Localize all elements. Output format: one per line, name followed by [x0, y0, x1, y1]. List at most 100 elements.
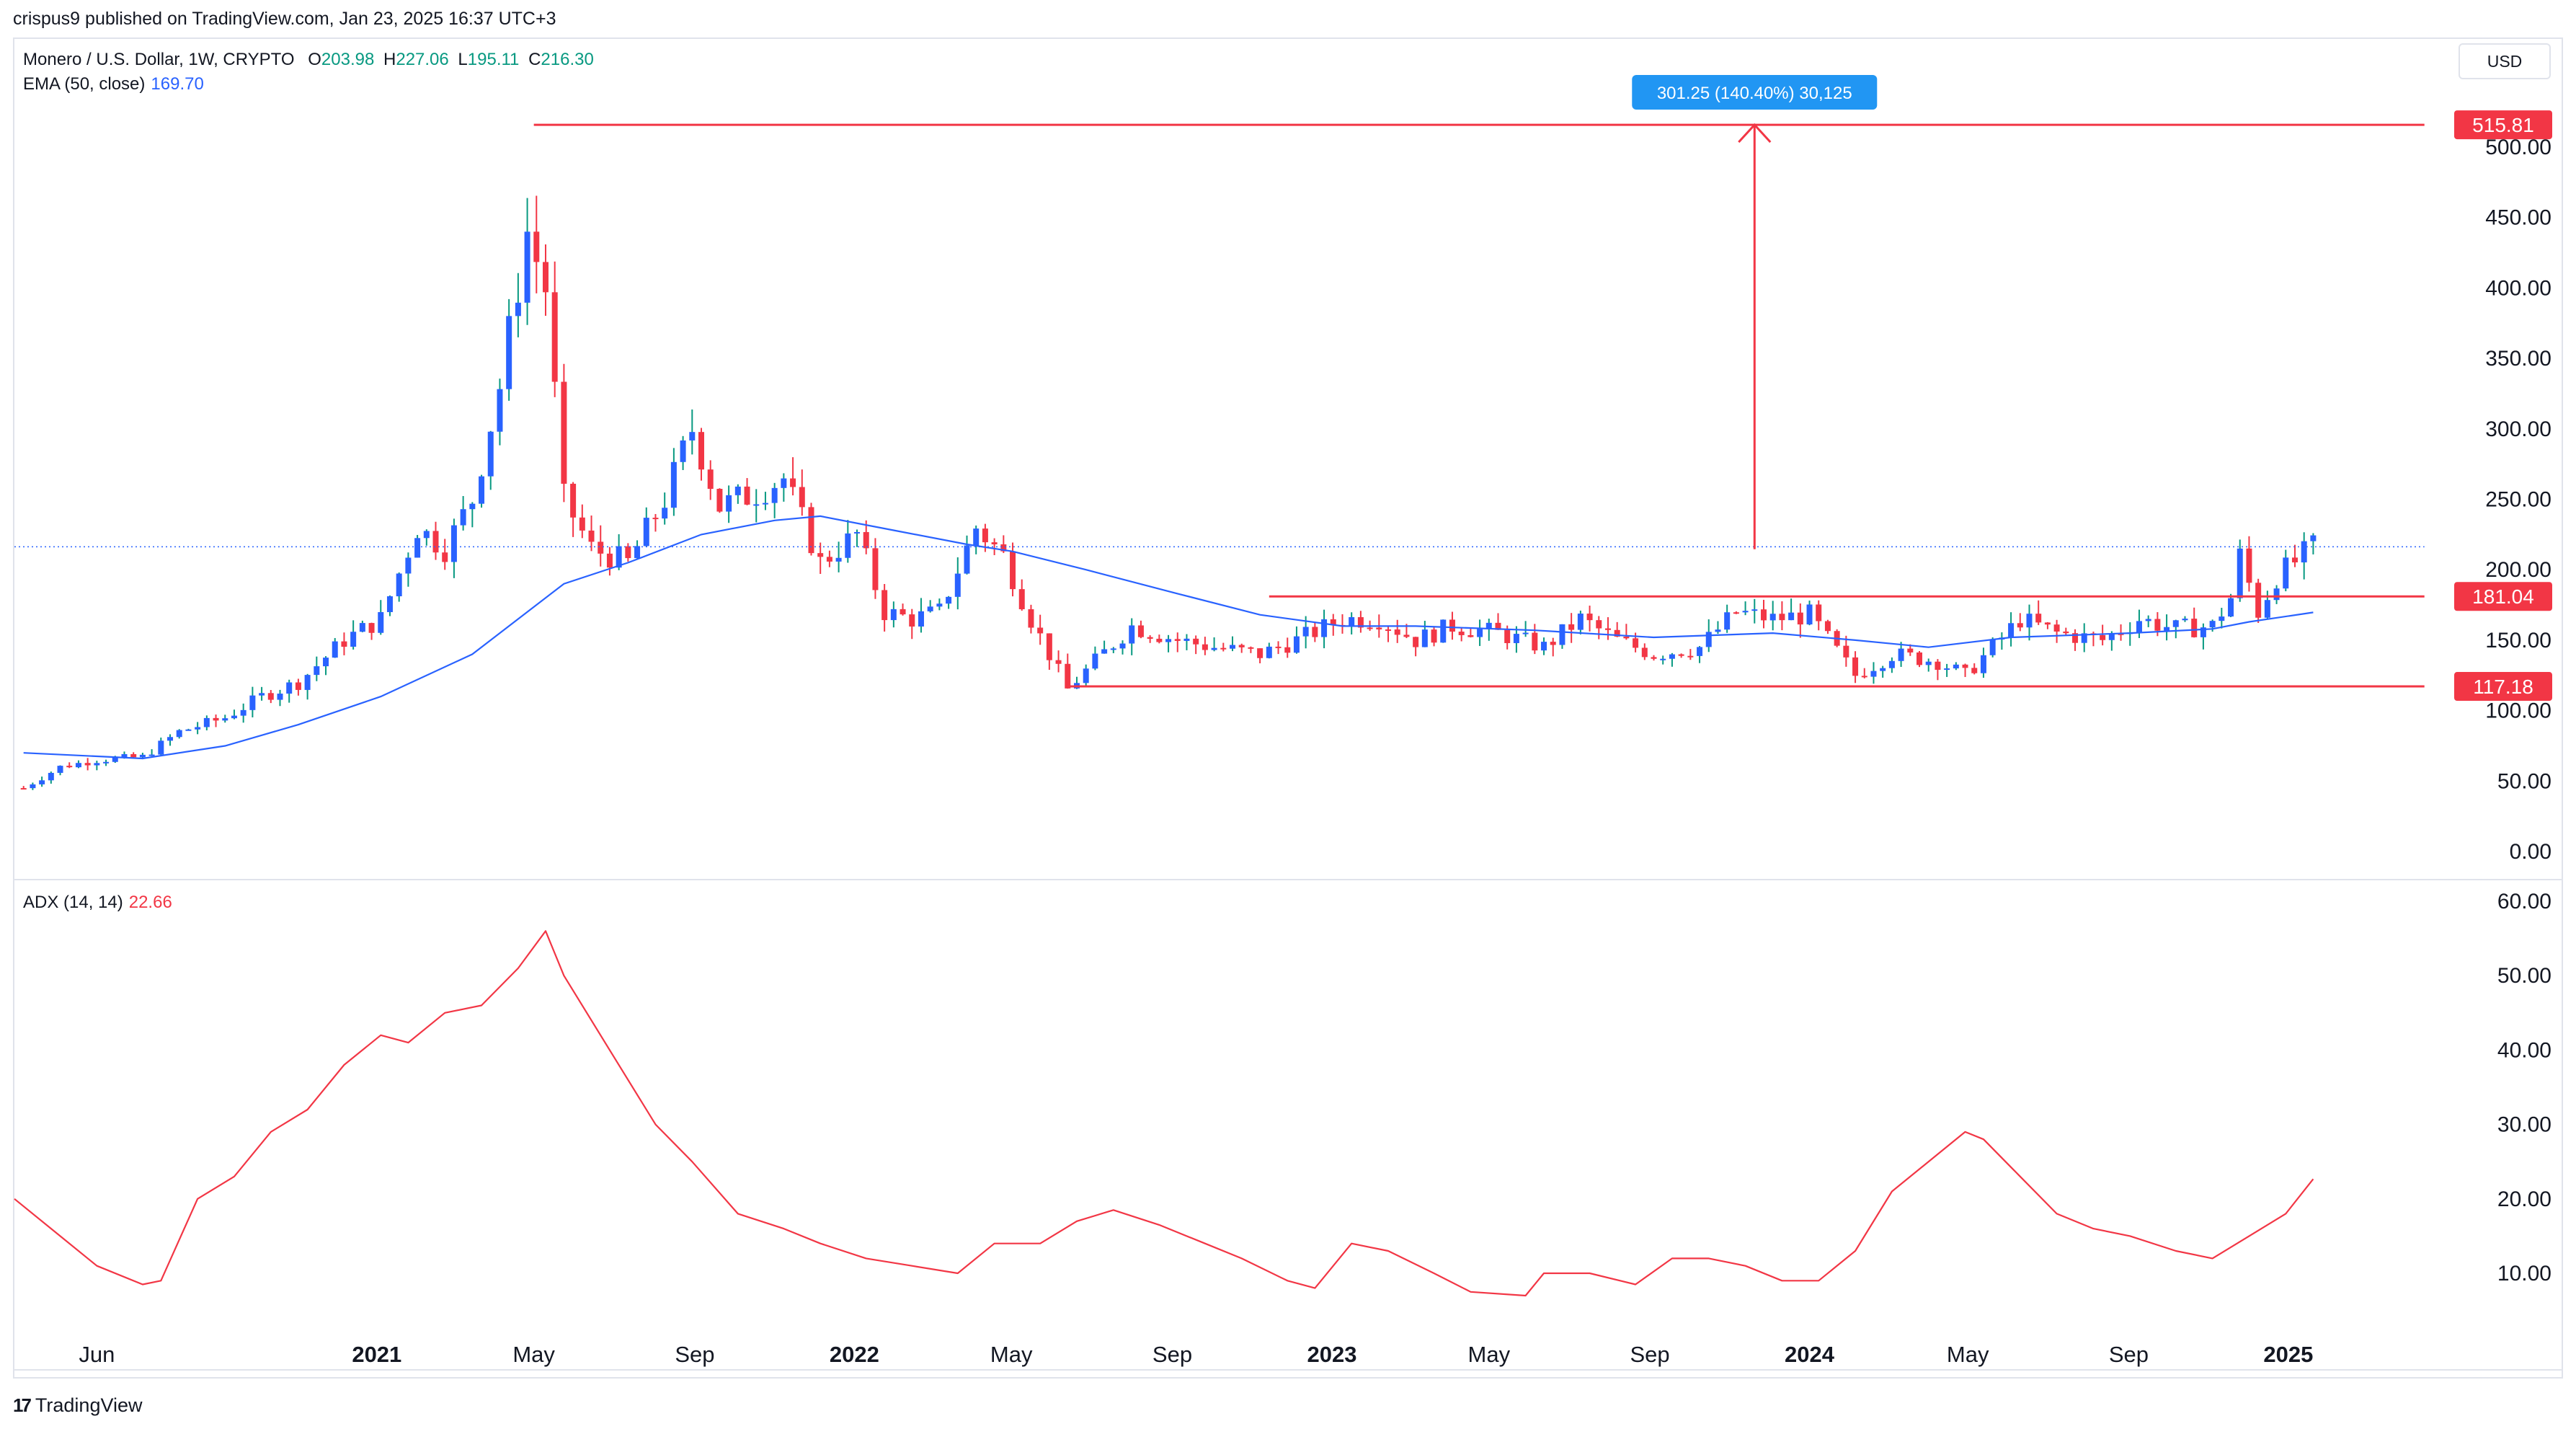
candle-body — [1485, 622, 1492, 629]
level-price-label: 181.04 — [2472, 585, 2534, 608]
candle-body — [368, 623, 375, 633]
candle-body — [1421, 629, 1428, 647]
time-axis-tick: 2025 — [2263, 1342, 2313, 1367]
time-axis-tick: Sep — [2109, 1342, 2149, 1367]
candle-body — [799, 487, 805, 508]
candle-body — [2145, 619, 2151, 621]
candle-body — [1604, 628, 1611, 630]
candle-body — [561, 381, 567, 484]
candle-body — [2026, 614, 2033, 628]
candle-body — [1641, 647, 1648, 658]
candle-body — [506, 316, 512, 389]
candle-body — [1330, 619, 1336, 625]
candle-body — [39, 780, 45, 784]
candle-body — [195, 727, 201, 730]
candle-body — [1532, 632, 1538, 651]
candle-body — [973, 528, 980, 546]
candle-body — [1467, 634, 1474, 637]
candle-body — [1477, 629, 1483, 637]
candle-body — [781, 478, 787, 488]
low-value: 195.11 — [467, 50, 520, 69]
candle-body — [1137, 625, 1144, 637]
candle-body — [432, 531, 439, 553]
symbol-name[interactable]: Monero / U.S. Dollar, 1W, CRYPTO — [23, 50, 295, 69]
candle-body — [1633, 638, 1639, 648]
candle-body — [1083, 668, 1089, 683]
candle-body — [1980, 655, 1986, 673]
candle-body — [909, 614, 915, 627]
candle-body — [1385, 629, 1392, 631]
level-price-tag-117.18 — [2454, 672, 2552, 702]
candle-body — [643, 518, 649, 547]
candle-body — [1458, 632, 1465, 635]
price-axis-tick: 100.00 — [2485, 699, 2551, 723]
candle-body — [277, 694, 283, 700]
candle-body — [2182, 619, 2188, 621]
candle-body — [744, 486, 750, 505]
price-axis-tick: 400.00 — [2485, 276, 2551, 300]
candle-body — [579, 517, 585, 531]
time-axis-tick: May — [512, 1342, 555, 1367]
candle-body — [2053, 624, 2060, 632]
high-label: H — [383, 50, 396, 69]
candle-body — [1660, 658, 1666, 660]
candle-body — [2108, 633, 2115, 640]
candle-body — [222, 718, 228, 721]
candle-body — [1165, 639, 1172, 642]
candle-body — [890, 609, 897, 621]
low-label: L — [458, 50, 468, 69]
candle-body — [267, 693, 274, 700]
adx-axis-tick: 40.00 — [2497, 1038, 2551, 1062]
candle-body — [762, 503, 768, 505]
candle-body — [1568, 624, 1575, 630]
footer-brand[interactable]: 17 TradingView — [13, 1394, 143, 1417]
candle-body — [1888, 660, 1895, 668]
time-axis-tick: May — [1947, 1342, 1989, 1367]
candle-body — [2291, 557, 2298, 563]
adx-legend[interactable]: ADX (14, 14) 22.66 — [23, 893, 172, 913]
candle-body — [854, 531, 861, 534]
candle-body — [75, 763, 81, 768]
candle-body — [1880, 668, 1886, 671]
candle-body — [1220, 647, 1227, 650]
candle-body — [1586, 614, 1593, 621]
level-price-tag-515.81 — [2454, 110, 2552, 140]
candle-body — [2191, 619, 2198, 637]
measure-label-text: 301.25 (140.40%) 30,125 — [1657, 84, 1852, 103]
close-value: 216.30 — [541, 50, 594, 69]
candle-body — [927, 606, 933, 611]
candle-body — [1614, 629, 1620, 637]
candle-body — [1513, 634, 1519, 643]
candle-body — [1055, 660, 1062, 664]
time-axis-tick: Jun — [79, 1342, 115, 1367]
candle-body — [670, 461, 677, 508]
candle-body — [460, 509, 466, 526]
candle-body — [1037, 627, 1044, 634]
candle-body — [130, 753, 137, 758]
candle-body — [872, 548, 879, 590]
candle-body — [2154, 619, 2161, 631]
candle-body — [734, 486, 741, 495]
candle-body — [826, 557, 832, 562]
candle-body — [900, 609, 906, 615]
candle-body — [1816, 604, 1822, 621]
candle-body — [2035, 614, 2042, 623]
candle-body — [1843, 645, 1849, 658]
candle-body — [1174, 639, 1181, 641]
candle-body — [1852, 657, 1859, 676]
candle-body — [707, 469, 714, 489]
candle-body — [1733, 612, 1739, 614]
candle-body — [1147, 637, 1153, 639]
ema-legend[interactable]: EMA (50, close) 169.70 — [23, 74, 204, 94]
adx-value: 22.66 — [128, 893, 172, 912]
candles-group — [20, 195, 2317, 790]
currency-button[interactable]: USD — [2459, 43, 2551, 79]
candle-body — [1394, 629, 1400, 635]
candle-body — [414, 538, 421, 558]
candle-body — [1806, 604, 1813, 625]
candle-body — [1504, 629, 1511, 643]
candle-body — [1596, 620, 1602, 629]
candle-body — [1092, 653, 1098, 669]
candle-body — [1440, 619, 1447, 643]
